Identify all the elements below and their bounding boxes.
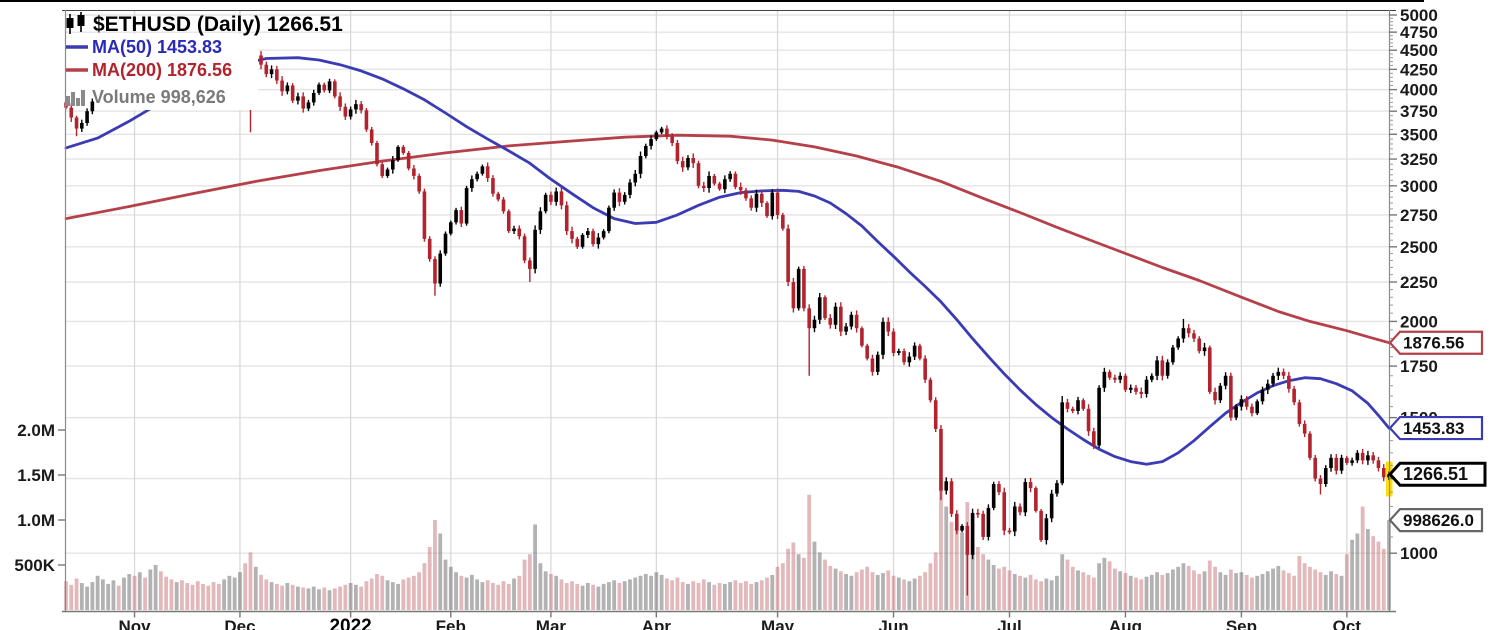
month-axis-label: Aug (1109, 617, 1142, 630)
candlestick-logo-icon (66, 12, 85, 34)
price-axis-label: 2750 (1400, 206, 1438, 225)
month-axis-label: Apr (642, 617, 672, 630)
month-axis-label: Feb (436, 617, 466, 630)
volume-axis-label: 2.0M (17, 421, 55, 440)
price-flags: 1876.56 1453.83 1266.51 998626.0 (1387, 330, 1487, 533)
price-axis-label: 5000 (1400, 6, 1438, 25)
chart-legend: $ETHUSD (Daily) 1266.51 MA(50) 1453.83 M… (66, 12, 343, 107)
price-axis-label: 2500 (1400, 238, 1438, 257)
month-axis-label: Dec (224, 617, 255, 630)
left-edge-candles (64, 98, 95, 137)
ma200-line (64, 133, 1391, 345)
price-axis-label: 3000 (1400, 177, 1438, 196)
svg-text:998626.0: 998626.0 (1403, 511, 1474, 530)
month-axis-label: 2022 (329, 616, 371, 630)
volume-legend-icon (66, 90, 85, 106)
month-axis-label: Oct (1333, 617, 1362, 630)
month-axis-label: Mar (536, 617, 567, 630)
month-axis-label: May (761, 617, 795, 630)
price-flag: 998626.0 (1388, 508, 1484, 533)
svg-text:1876.56: 1876.56 (1403, 334, 1464, 353)
price-axis-label: 2250 (1400, 273, 1438, 292)
price-axis-label: 2000 (1400, 312, 1438, 331)
month-axis-label: Jul (997, 617, 1022, 630)
volume-legend-label: Volume 998,626 (92, 87, 226, 107)
ma50-line (64, 56, 1391, 466)
volume-axis-label: 500K (14, 556, 55, 575)
price-axis-label: 3250 (1400, 150, 1438, 169)
price-axis-label: 4750 (1400, 23, 1438, 42)
price-axis-label: 4250 (1400, 60, 1438, 79)
month-axis-label: Jun (878, 617, 908, 630)
price-axis-label: 4500 (1400, 41, 1438, 60)
legend-background (62, 34, 258, 110)
price-flag: 1266.51 (1387, 461, 1487, 487)
gridlines (66, 10, 1389, 612)
price-flag: 1453.83 (1388, 415, 1484, 441)
volume-axis-label: 1.5M (17, 466, 55, 485)
ma200-legend-label: MA(200) 1876.56 (92, 60, 232, 80)
svg-text:1266.51: 1266.51 (1403, 464, 1468, 484)
candlestick-series (95, 42, 1391, 596)
chart-title: $ETHUSD (Daily) 1266.51 (93, 13, 343, 36)
price-axis-label: 1750 (1400, 357, 1438, 376)
ma50-legend-label: MA(50) 1453.83 (92, 37, 222, 57)
svg-text:1453.83: 1453.83 (1403, 419, 1464, 438)
month-axis-label: Sep (1226, 617, 1257, 630)
price-flag: 1876.56 (1388, 330, 1484, 355)
price-axis-label: 1000 (1400, 544, 1438, 563)
month-axis-label: Nov (118, 617, 151, 630)
price-axis-label: 3500 (1400, 125, 1438, 144)
price-axis-label: 3750 (1400, 102, 1438, 121)
volume-axis-label: 1.0M (17, 511, 55, 530)
volume-bars-series (64, 477, 1391, 610)
price-axis-label: 4000 (1400, 81, 1438, 100)
